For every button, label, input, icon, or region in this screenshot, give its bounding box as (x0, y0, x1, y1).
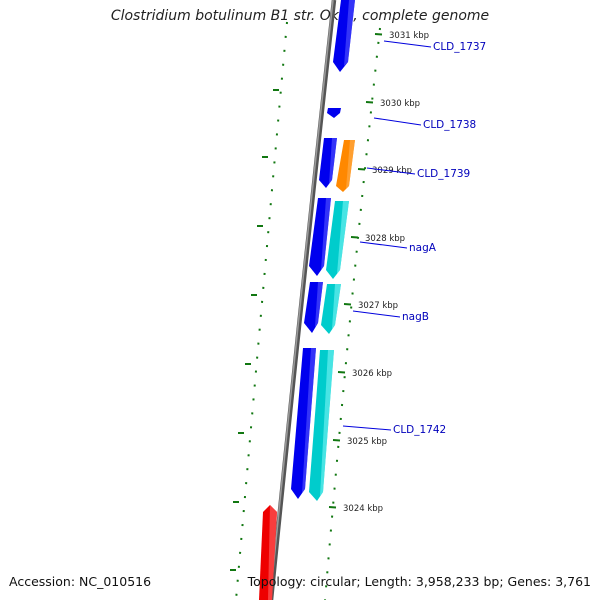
gene-label-leader (352, 310, 401, 318)
outer-dotted-ring (324, 27, 381, 600)
kbp-tick-mark (365, 101, 374, 104)
map-title: Clostridium botulinum B1 str. Okra, comp… (110, 8, 490, 24)
kbp-tick-mark (343, 303, 352, 306)
gene-label-leader (366, 167, 416, 175)
kbp-tick-mark (328, 506, 337, 509)
gene-label[interactable]: CLD_1739 (417, 168, 470, 180)
gene-label-leader (342, 425, 392, 431)
gene-features[interactable] (259, 0, 355, 600)
kbp-tick-label: 3028 kbp (365, 234, 405, 244)
kbp-tick-mark (357, 168, 366, 171)
gene-label[interactable]: CLD_1742 (393, 424, 446, 436)
gene-label[interactable]: CLD_1738 (423, 119, 476, 131)
gene-label-leader (383, 40, 432, 48)
kbp-tick-mark (332, 439, 341, 442)
kbp-tick-mark (374, 33, 383, 36)
gene-label[interactable]: nagB (402, 311, 429, 323)
kbp-tick-mark (337, 371, 346, 374)
gene-label-layer[interactable]: CLD_1737 CLD_1738 CLD_1739 nagA nagB CLD_1742 (342, 40, 486, 436)
gene-label[interactable]: nagA (409, 242, 437, 254)
gene-label[interactable]: CLD_1737 (433, 41, 486, 53)
gene-label-leader (359, 241, 408, 249)
kbp-tick-label: 3031 kbp (389, 31, 429, 41)
kbp-tick-label: 3025 kbp (347, 437, 387, 447)
accession-text: Accession: NC_010516 (9, 574, 152, 589)
kbp-tick-mark (350, 236, 359, 239)
gene-label-leader (373, 117, 422, 126)
kbp-tick-label: 3026 kbp (352, 369, 392, 379)
kbp-tick-label: 3024 kbp (343, 504, 383, 514)
kbp-tick-label: 3027 kbp (358, 301, 398, 311)
gene-cld-1738 (327, 108, 341, 118)
genome-backbone (268, 0, 337, 600)
genome-summary-text: Topology: circular; Length: 3,958,233 bp… (247, 574, 591, 589)
kbp-tick-label: 3030 kbp (380, 99, 420, 109)
inner-ring-ticks (230, 89, 279, 571)
